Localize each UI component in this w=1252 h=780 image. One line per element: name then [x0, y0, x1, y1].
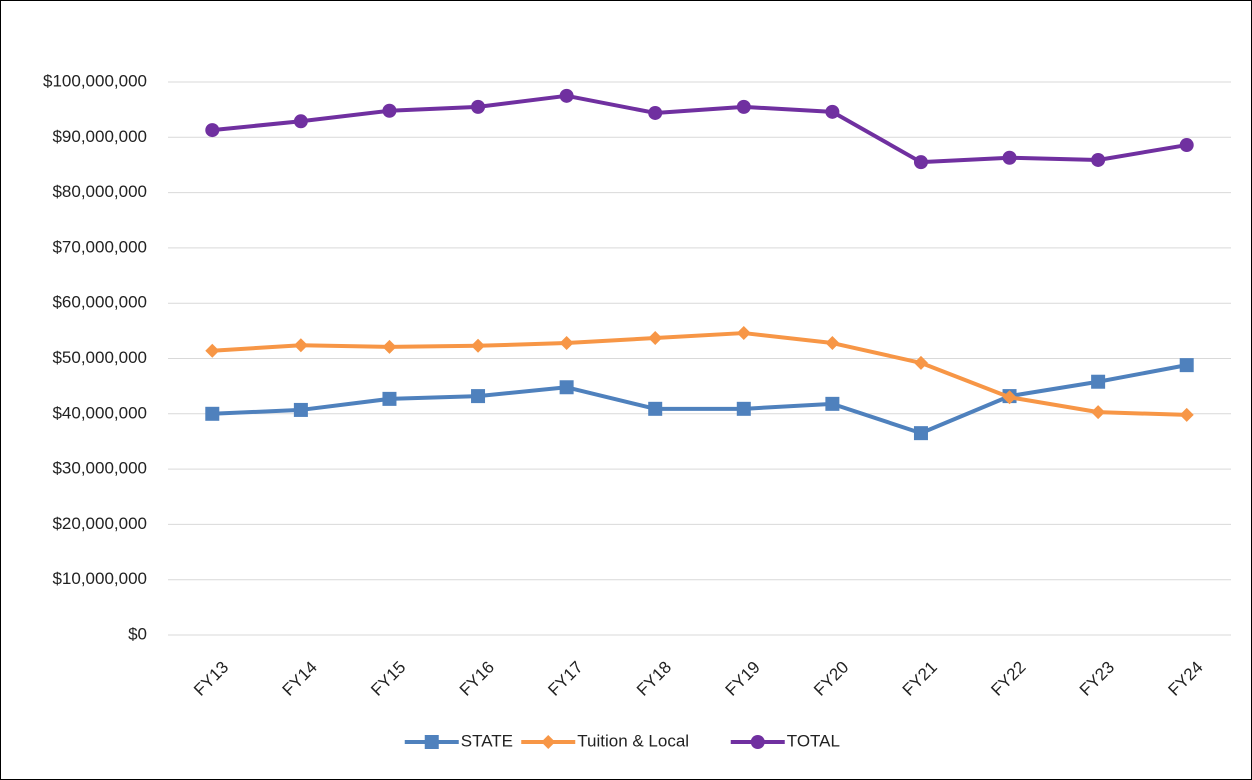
y-tick-label: $50,000,000: [52, 348, 147, 367]
marker: [382, 103, 397, 118]
marker: [648, 401, 663, 416]
marker: [205, 343, 220, 358]
marker: [1002, 390, 1017, 405]
marker: [648, 331, 663, 346]
marker: [424, 735, 439, 749]
marker: [471, 338, 486, 353]
marker: [293, 402, 308, 417]
legend-label: TOTAL: [787, 731, 840, 750]
marker: [559, 336, 574, 351]
marker: [1002, 150, 1017, 165]
marker: [913, 355, 928, 370]
y-tick-label: $30,000,000: [52, 459, 147, 478]
marker: [205, 406, 220, 421]
marker: [1179, 358, 1194, 373]
marker: [648, 105, 663, 120]
marker: [293, 114, 308, 129]
marker: [825, 336, 840, 351]
series-line: [212, 363, 1188, 436]
y-tick-label: $90,000,000: [52, 127, 147, 146]
marker: [1091, 374, 1106, 389]
y-tick-label: $60,000,000: [52, 293, 147, 312]
marker: [471, 99, 486, 114]
marker: [471, 389, 486, 404]
y-tick-label: $40,000,000: [52, 403, 147, 422]
marker: [1091, 152, 1106, 167]
marker: [1179, 138, 1194, 153]
marker: [913, 426, 928, 441]
legend-label: STATE: [461, 731, 513, 750]
marker: [825, 396, 840, 411]
marker: [382, 339, 397, 354]
marker: [750, 735, 765, 749]
series-line: [212, 93, 1188, 165]
marker: [736, 99, 751, 114]
y-tick-label: $0: [128, 624, 147, 643]
marker: [736, 326, 751, 341]
legend-label: Tuition & Local: [577, 731, 689, 750]
marker: [1179, 407, 1194, 422]
marker: [205, 123, 220, 138]
marker: [736, 401, 751, 416]
marker: [541, 735, 556, 749]
marker: [1091, 405, 1106, 420]
marker: [825, 104, 840, 119]
marker: [559, 88, 574, 103]
series-line: [212, 331, 1187, 417]
marker: [559, 380, 574, 395]
y-tick-label: $10,000,000: [52, 569, 147, 588]
marker: [293, 338, 308, 353]
y-tick-label: $70,000,000: [52, 237, 147, 256]
y-tick-label: $100,000,000: [43, 71, 147, 90]
marker: [913, 155, 928, 170]
y-tick-label: $20,000,000: [52, 514, 147, 533]
y-tick-label: $80,000,000: [52, 182, 147, 201]
marker: [382, 391, 397, 406]
